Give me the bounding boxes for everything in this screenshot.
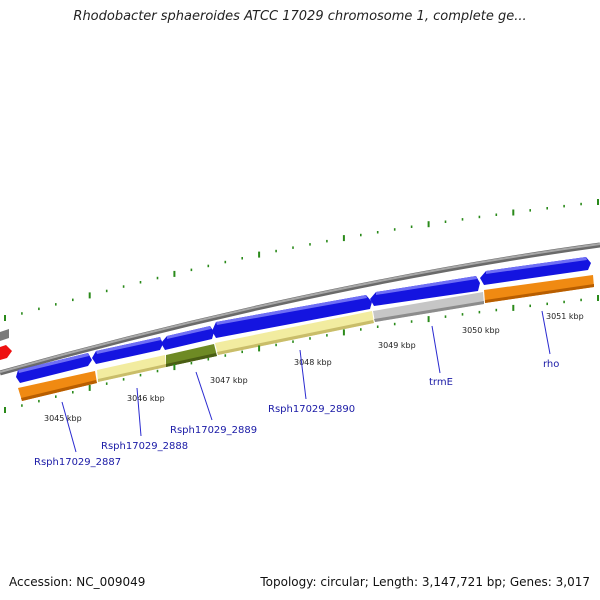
gene-block-orange[interactable] <box>18 371 97 401</box>
kbp-label: 3048 kbp <box>294 358 332 367</box>
gene-label[interactable]: Rsph17029_2890 <box>268 404 355 415</box>
gene-block-gray[interactable] <box>373 292 484 322</box>
kbp-label: 3045 kbp <box>44 414 82 423</box>
genome-backbone-left <box>0 329 9 341</box>
gene-block-yellow[interactable] <box>215 311 374 355</box>
kbp-label: 3049 kbp <box>378 341 416 350</box>
gene-label[interactable]: Rsph17029_2887 <box>34 457 121 468</box>
gene-block-orange[interactable] <box>484 275 594 303</box>
inner-tick-ring <box>4 295 599 413</box>
gene-block[interactable] <box>370 276 480 306</box>
outer-tick-ring <box>4 199 599 321</box>
gene-label[interactable]: trmE <box>429 377 453 388</box>
map-title: Rhodobacter sphaeroides ATCC 17029 chrom… <box>73 9 527 24</box>
kbp-label: 3046 kbp <box>127 394 165 403</box>
gene-label[interactable]: Rsph17029_2888 <box>101 441 188 452</box>
kbp-label: 3051 kbp <box>546 312 584 321</box>
genome-summary: Topology: circular; Length: 3,147,721 bp… <box>260 575 590 589</box>
gene-block[interactable] <box>480 257 591 285</box>
kbp-scale: 3045 kbp 3046 kbp 3047 kbp 3048 kbp 3049… <box>44 312 584 423</box>
forward-strand-genes <box>16 257 591 383</box>
gene-block[interactable] <box>161 326 214 350</box>
kbp-label: 3050 kbp <box>462 326 500 335</box>
gene-label-leaders <box>61 310 551 453</box>
gene-label[interactable]: Rsph17029_2889 <box>170 425 257 436</box>
gene-labels: Rsph17029_2887 Rsph17029_2888 Rsph17029_… <box>34 359 559 468</box>
reverse-strand-genes <box>18 275 594 401</box>
red-gene-feature[interactable] <box>0 345 12 360</box>
gene-block[interactable] <box>16 353 92 383</box>
kbp-label: 3047 kbp <box>210 376 248 385</box>
gene-block-yellow[interactable] <box>97 355 166 382</box>
accession-label: Accession: NC_009049 <box>9 575 146 589</box>
gene-block[interactable] <box>92 337 163 364</box>
gene-label[interactable]: rho <box>543 359 559 370</box>
gene-block[interactable] <box>212 295 372 338</box>
